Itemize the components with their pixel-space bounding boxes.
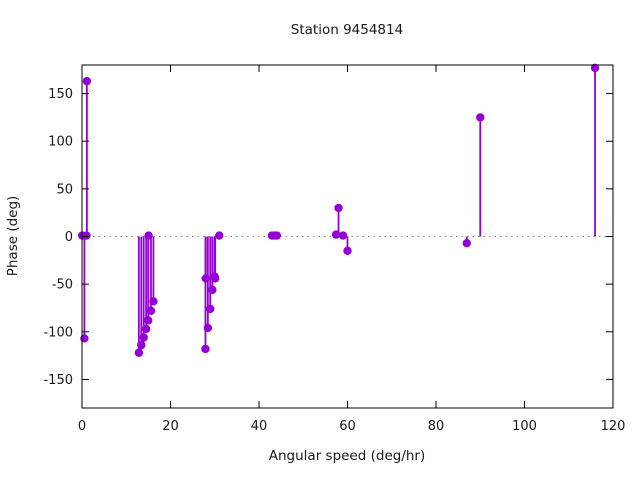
- data-point: [146, 306, 156, 316]
- data-point: [144, 231, 153, 240]
- y-tick-label: 50: [56, 182, 73, 197]
- data-point: [462, 238, 471, 248]
- x-tick-label: 100: [512, 419, 537, 434]
- data-point: [206, 304, 215, 314]
- x-tick-label: 120: [601, 419, 626, 434]
- data-point: [215, 231, 224, 240]
- y-tick-label: -150: [43, 373, 73, 388]
- y-axis-label: Phase (deg): [5, 196, 21, 277]
- data-point: [80, 334, 89, 343]
- x-tick-label: 80: [428, 419, 445, 434]
- data-point: [334, 203, 343, 213]
- data-point: [203, 323, 213, 333]
- data-point: [82, 231, 91, 240]
- x-tick-label: 20: [162, 419, 179, 434]
- y-tick-label: 150: [48, 87, 73, 102]
- data-point: [143, 316, 153, 325]
- data-point: [338, 231, 348, 240]
- axis-ticks: [81, 65, 614, 408]
- data-point: [476, 113, 485, 122]
- data-point: [343, 246, 352, 255]
- data-point: [208, 285, 217, 295]
- data-point: [201, 344, 210, 354]
- x-axis-label: Angular speed (deg/hr): [269, 448, 426, 464]
- data-point: [82, 76, 92, 86]
- data-point: [134, 348, 144, 357]
- data-point: [137, 340, 146, 350]
- data-point: [149, 297, 158, 306]
- tick-labels: 0 20 40 60 80 100 120 -150 -100 -50 0 50 100 150: [43, 87, 625, 434]
- y-tick-label: 100: [48, 135, 73, 150]
- y-tick-label: 0: [65, 230, 73, 245]
- y-tick-label: -100: [43, 325, 73, 340]
- chart-title: Station 9454814: [291, 22, 403, 38]
- x-tick-label: 60: [339, 419, 356, 434]
- data-point: [590, 63, 600, 73]
- y-tick-label: -50: [52, 278, 73, 293]
- x-tick-label: 0: [78, 419, 86, 434]
- data-point: [201, 274, 210, 283]
- data-point: [210, 274, 220, 283]
- data-point: [141, 324, 151, 334]
- data-points: [77, 63, 600, 357]
- data-point: [272, 231, 282, 240]
- x-tick-label: 40: [251, 419, 268, 434]
- data-point: [331, 230, 341, 239]
- data-point: [139, 333, 148, 342]
